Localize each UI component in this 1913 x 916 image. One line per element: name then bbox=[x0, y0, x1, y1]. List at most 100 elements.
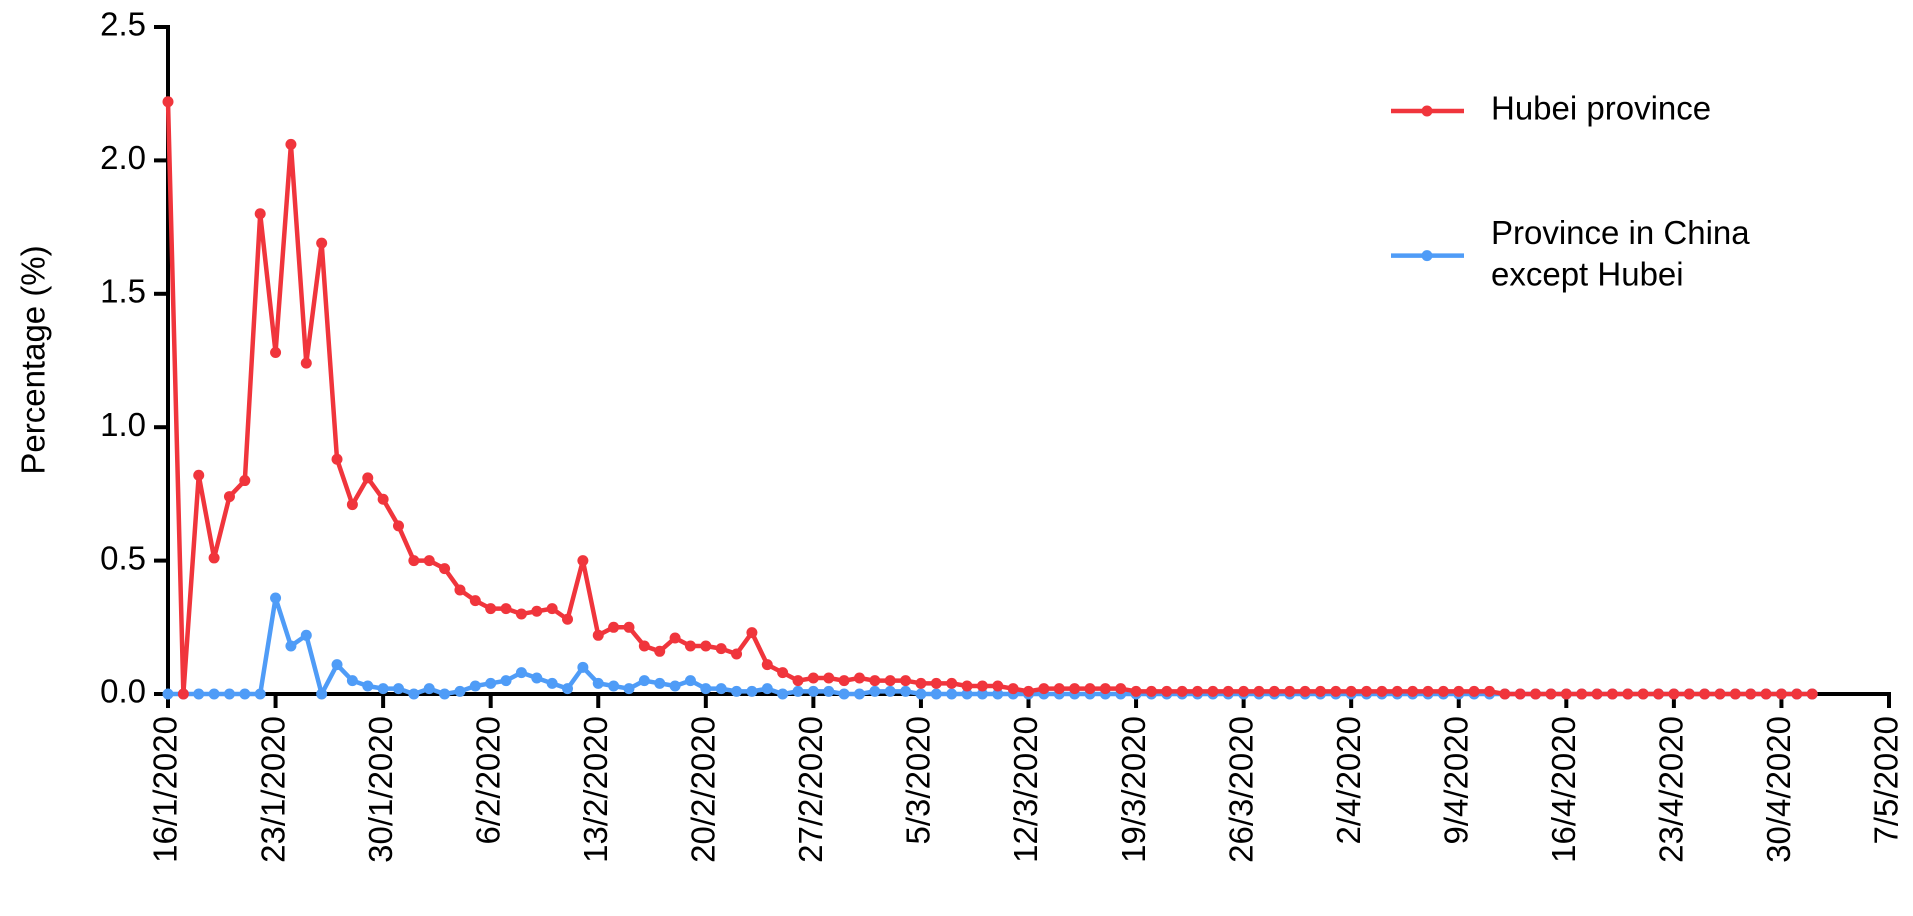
data-point bbox=[838, 688, 850, 700]
data-point bbox=[408, 555, 420, 567]
data-point bbox=[1299, 685, 1311, 697]
data-point bbox=[1683, 688, 1695, 700]
data-point bbox=[485, 603, 497, 615]
data-point bbox=[469, 595, 481, 607]
data-point bbox=[254, 208, 266, 220]
data-point bbox=[715, 683, 727, 695]
data-point bbox=[423, 683, 435, 695]
data-point bbox=[654, 645, 666, 657]
data-point bbox=[746, 685, 758, 697]
data-point bbox=[1668, 688, 1680, 700]
data-point bbox=[408, 688, 420, 700]
data-point bbox=[1053, 683, 1065, 695]
data-point bbox=[638, 640, 650, 652]
data-point bbox=[1422, 685, 1434, 697]
data-point bbox=[1745, 688, 1757, 700]
x-tick-label: 16/4/2020 bbox=[1545, 716, 1582, 863]
data-point bbox=[792, 675, 804, 687]
data-point bbox=[500, 675, 512, 687]
data-point bbox=[915, 688, 927, 700]
data-point bbox=[177, 688, 189, 700]
x-tick-label: 13/2/2020 bbox=[577, 716, 614, 863]
data-point bbox=[1345, 685, 1357, 697]
x-tick-label: 30/1/2020 bbox=[362, 716, 399, 863]
x-tick-label: 16/1/2020 bbox=[147, 716, 184, 863]
data-point bbox=[239, 475, 251, 487]
data-point bbox=[1361, 685, 1373, 697]
data-point bbox=[608, 680, 620, 692]
data-point bbox=[654, 677, 666, 689]
data-point bbox=[1699, 688, 1711, 700]
data-point bbox=[208, 688, 220, 700]
data-point bbox=[531, 605, 543, 617]
data-point bbox=[1468, 685, 1480, 697]
data-point bbox=[208, 552, 220, 564]
data-point bbox=[562, 613, 574, 625]
y-tick-label: 2.5 bbox=[100, 6, 146, 43]
data-point bbox=[485, 677, 497, 689]
data-point bbox=[1653, 688, 1665, 700]
data-point bbox=[577, 555, 589, 567]
x-tick-label: 19/3/2020 bbox=[1115, 716, 1152, 863]
y-axis-label: Percentage (%) bbox=[15, 245, 52, 474]
data-point bbox=[853, 672, 865, 684]
data-point bbox=[377, 493, 389, 505]
data-point bbox=[162, 96, 174, 108]
legend-label: Hubei province bbox=[1491, 90, 1711, 127]
data-point bbox=[300, 629, 312, 641]
data-point bbox=[731, 648, 743, 660]
data-point bbox=[792, 685, 804, 697]
data-point bbox=[500, 603, 512, 615]
y-tick-label: 0.5 bbox=[100, 539, 146, 576]
data-point bbox=[884, 675, 896, 687]
data-point bbox=[869, 675, 881, 687]
data-point bbox=[1545, 688, 1557, 700]
data-point bbox=[1238, 685, 1250, 697]
data-point bbox=[1453, 685, 1465, 697]
data-point bbox=[884, 685, 896, 697]
data-point bbox=[285, 640, 297, 652]
data-point bbox=[1714, 688, 1726, 700]
series-line bbox=[168, 595, 1813, 697]
data-point bbox=[270, 346, 282, 358]
data-point bbox=[193, 469, 205, 481]
x-tick-label: 6/2/2020 bbox=[469, 716, 506, 844]
data-point bbox=[469, 680, 481, 692]
data-point bbox=[961, 680, 973, 692]
data-point bbox=[608, 621, 620, 633]
data-point bbox=[1514, 688, 1526, 700]
data-point bbox=[377, 683, 389, 695]
series-line bbox=[165, 101, 1813, 697]
data-point bbox=[992, 688, 1004, 700]
data-point bbox=[946, 677, 958, 689]
data-point bbox=[823, 672, 835, 684]
data-point bbox=[669, 632, 681, 644]
data-point bbox=[162, 688, 174, 700]
data-point bbox=[1499, 688, 1511, 700]
data-point bbox=[316, 237, 328, 249]
x-tick-label: 27/2/2020 bbox=[792, 716, 829, 863]
data-point bbox=[562, 683, 574, 695]
data-point bbox=[1130, 685, 1142, 697]
data-point bbox=[515, 608, 527, 620]
data-point bbox=[900, 685, 912, 697]
data-point bbox=[193, 688, 205, 700]
data-point bbox=[715, 643, 727, 655]
data-point bbox=[1099, 683, 1111, 695]
data-point bbox=[1576, 688, 1588, 700]
x-tick-label: 5/3/2020 bbox=[900, 716, 937, 844]
data-point bbox=[777, 667, 789, 679]
data-point bbox=[546, 603, 558, 615]
x-tick-label: 26/3/2020 bbox=[1222, 716, 1259, 863]
data-point bbox=[316, 688, 328, 700]
data-point bbox=[731, 685, 743, 697]
data-point bbox=[1606, 688, 1618, 700]
data-point bbox=[362, 680, 374, 692]
data-point bbox=[684, 640, 696, 652]
data-point bbox=[1760, 688, 1772, 700]
data-point bbox=[976, 680, 988, 692]
data-point bbox=[346, 675, 358, 687]
data-point bbox=[1253, 685, 1265, 697]
legend-label: Province in China except Hubei bbox=[1491, 214, 1750, 292]
data-point bbox=[1284, 685, 1296, 697]
